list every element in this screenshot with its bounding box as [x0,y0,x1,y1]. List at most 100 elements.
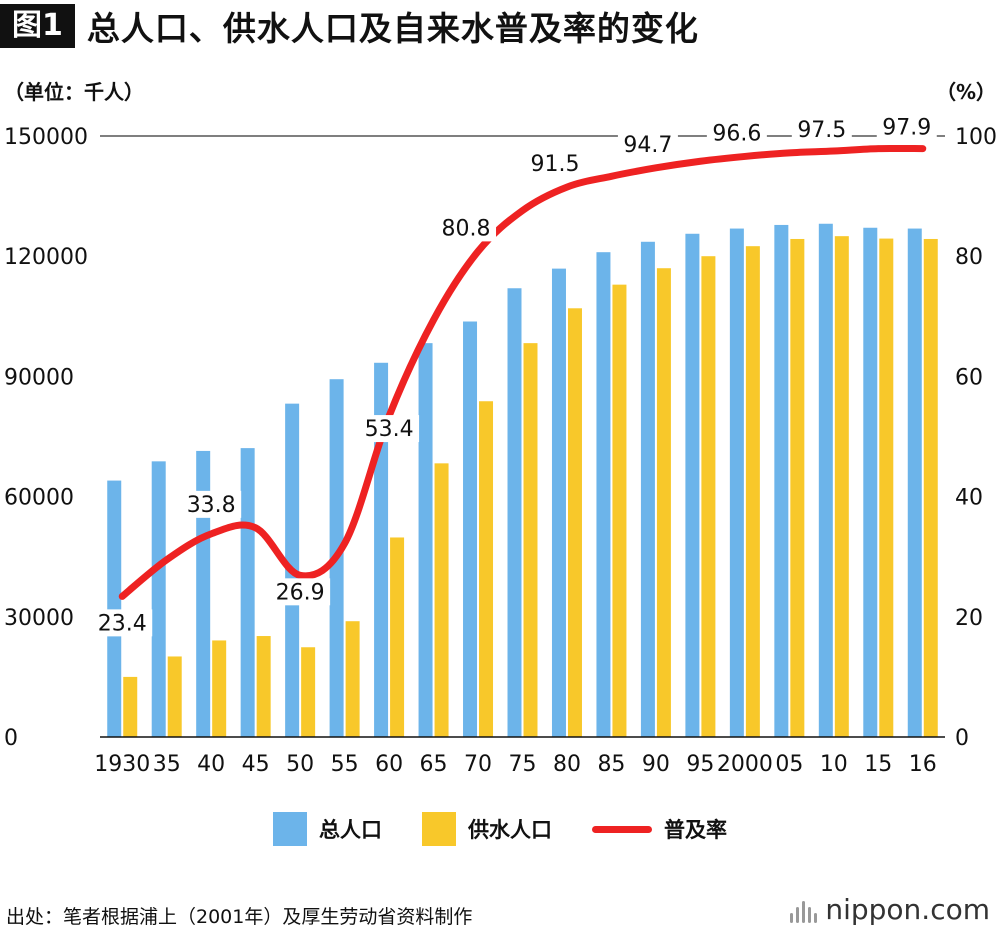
line-point-coverage-rate [742,153,748,159]
legend-swatch-blue [273,812,307,846]
bar-supplied-population [612,284,627,737]
x-axis-tick-label: 75 [509,752,537,777]
x-axis-tick-label: 65 [420,752,448,777]
bar-supplied-population [479,401,494,737]
x-axis-tick-label: 70 [464,752,492,777]
right-axis-tick-label: 0 [955,726,969,751]
bar-supplied-population [523,343,538,737]
x-axis-tick-label: 05 [775,752,803,777]
legend-item-total-population: 总人口 [273,812,382,846]
x-axis-tick-label: 90 [642,752,670,777]
line-point-coverage-rate [697,158,703,164]
bar-total-population [240,448,255,737]
bar-supplied-population [656,268,671,737]
line-point-coverage-rate [431,317,437,323]
data-label-coverage-rate: 97.5 [797,118,846,143]
line-point-coverage-rate [297,572,303,578]
data-label-background [706,119,767,147]
bar-total-population [418,343,433,737]
right-axis-tick-label: 60 [955,365,983,390]
figure-tag: 图1 [0,4,75,48]
line-point-coverage-rate [208,531,214,537]
right-axis-tick-label: 80 [955,245,983,270]
data-label-coverage-rate: 97.9 [882,116,931,141]
left-axis-tick-label: 150000 [4,125,88,150]
bar-supplied-population [123,676,138,737]
line-point-coverage-rate [653,165,659,171]
line-point-coverage-rate [164,557,170,563]
legend-swatch-yellow [422,812,456,846]
line-point-coverage-rate [564,184,570,190]
data-label-coverage-rate: 91.5 [530,152,579,177]
bar-total-population [729,228,744,737]
bar-supplied-population [790,238,805,738]
data-label-background [359,415,420,443]
line-point-coverage-rate [342,540,348,546]
legend-label: 总人口 [319,818,382,842]
bar-supplied-population [301,647,316,737]
bar-supplied-population [390,537,405,737]
data-label-coverage-rate: 96.6 [712,121,761,146]
data-label-coverage-rate: 53.4 [365,417,414,442]
bar-total-population [463,321,478,737]
x-axis-tick-label: 45 [242,752,270,777]
bar-total-population [863,227,878,737]
legend-label: 供水人口 [468,818,552,842]
right-axis-tick-label: 20 [955,606,983,631]
line-point-coverage-rate [920,146,926,152]
x-axis-tick-label: 85 [597,752,625,777]
x-axis-tick-label: 16 [909,752,937,777]
chart-area: （单位：千人） （%） 23.4 33.8 26.9 53.4 80.8 91.5 94.7… [4,80,997,777]
bar-total-population [640,241,655,737]
bar-total-population [196,450,211,737]
data-label-background [876,113,937,141]
x-axis-tick-label: 55 [331,752,359,777]
brand-bars-icon [790,897,818,923]
line-point-coverage-rate [831,148,837,154]
x-axis-tick-label: 95 [686,752,714,777]
bar-supplied-population [212,640,227,737]
bar-supplied-population [879,238,894,737]
right-axis-tick-label: 100 [955,125,997,150]
legend-swatch-red-line [592,825,652,833]
data-label-background [617,130,678,158]
bar-total-population [151,461,166,737]
line-point-coverage-rate [608,173,614,179]
line-point-coverage-rate [875,146,881,152]
bar-supplied-population [923,238,938,738]
x-axis-tick-label: 80 [553,752,581,777]
legend: 总人口 供水人口 普及率 [0,812,1000,846]
bar-total-population [818,223,833,738]
brand-name: nippon.com [825,893,990,926]
data-label-coverage-rate: 94.7 [623,133,672,158]
legend-item-supplied-population: 供水人口 [422,812,552,846]
data-label-coverage-rate: 26.9 [276,580,325,605]
x-axis-tick-label: 50 [286,752,314,777]
legend-item-coverage-rate: 普及率 [592,814,727,844]
line-point-coverage-rate [253,525,259,531]
line-point-coverage-rate [475,248,481,254]
x-axis-tick-label: 1930 [94,752,150,777]
data-label-background [524,150,585,178]
data-label-background [181,490,242,518]
data-label-background [436,214,497,242]
line-point-coverage-rate [520,208,525,214]
x-axis-tick-label: 10 [820,752,848,777]
x-axis-tick-label: 40 [197,752,225,777]
bar-total-population [774,224,789,737]
bar-total-population [596,252,611,737]
data-label-background [791,116,852,144]
bar-total-population [907,228,922,737]
left-axis-tick-label: 30000 [4,606,74,631]
left-axis-unit: （单位：千人） [4,80,144,104]
bar-total-population [507,288,522,737]
brand-logo: nippon.com [790,893,990,926]
data-label-coverage-rate: 80.8 [442,216,491,241]
bar-supplied-population [745,246,760,737]
data-label-background [270,578,331,606]
data-label-background [92,609,153,637]
bar-total-population [685,233,700,737]
bar-supplied-population [167,656,182,737]
left-axis-tick-label: 60000 [4,486,74,511]
bar-supplied-population [701,256,716,737]
